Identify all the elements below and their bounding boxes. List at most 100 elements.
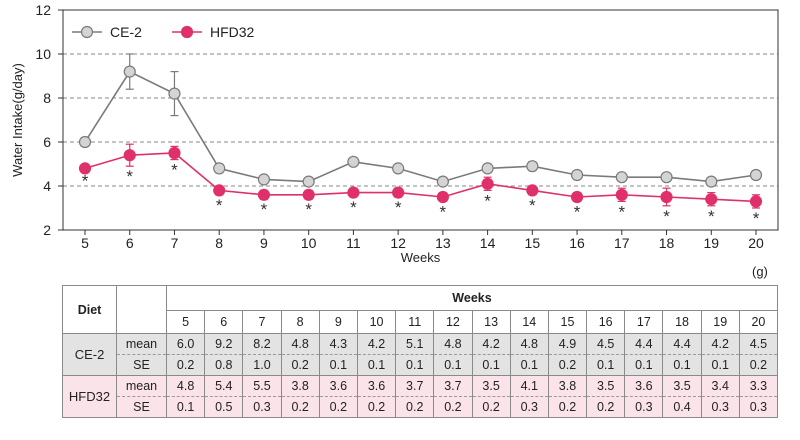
significance-marker: * bbox=[574, 202, 581, 221]
data-point bbox=[615, 171, 628, 184]
value-cell: 4.4 bbox=[624, 333, 664, 355]
x-tick-label: 10 bbox=[301, 235, 317, 251]
x-tick-label: 12 bbox=[390, 235, 406, 251]
diet-name-cell: CE-2 bbox=[62, 333, 117, 376]
data-point bbox=[392, 162, 405, 175]
value-cell: 4.2 bbox=[471, 333, 511, 355]
value-cell: 0.1 bbox=[165, 396, 206, 418]
significance-marker: * bbox=[440, 202, 447, 221]
value-cell: 0.2 bbox=[471, 396, 511, 418]
x-tick-label: 13 bbox=[435, 235, 451, 251]
data-point bbox=[436, 175, 449, 188]
value-cell: 4.8 bbox=[165, 375, 206, 397]
value-cell: 0.1 bbox=[624, 354, 664, 376]
week-header-cell: 20 bbox=[738, 310, 779, 334]
value-cell: 0.1 bbox=[471, 354, 511, 376]
value-cell: 4.8 bbox=[509, 333, 549, 355]
value-cell: 0.3 bbox=[509, 396, 549, 418]
y-tick-label: 2 bbox=[43, 222, 51, 238]
x-tick-label: 17 bbox=[614, 235, 630, 251]
x-tick-label: 14 bbox=[480, 235, 496, 251]
x-tick-label: 7 bbox=[171, 235, 179, 251]
value-cell: 9.2 bbox=[204, 333, 244, 355]
x-tick-label: 18 bbox=[659, 235, 675, 251]
value-cell: 0.2 bbox=[356, 396, 397, 418]
value-cell: 0.4 bbox=[662, 396, 702, 418]
significance-marker: * bbox=[529, 196, 536, 215]
significance-marker: * bbox=[171, 161, 178, 180]
data-point bbox=[570, 190, 584, 204]
data-point bbox=[78, 135, 92, 149]
value-cell: 4.9 bbox=[547, 333, 588, 355]
table-row: SE 0.1 0.5 0.3 0.2 0.2 0.2 0.2 0.2 0.2 0.3 0.2 0.2 0.… bbox=[63, 396, 779, 418]
data-point bbox=[168, 146, 181, 160]
value-cell: 4.1 bbox=[509, 375, 549, 397]
x-tick-label: 16 bbox=[569, 235, 585, 251]
x-tick-label: 20 bbox=[748, 235, 764, 251]
water-intake-chart: 2 4 6 8 10 12 5 6 7 8 9 10 11 12 13 14 15 16 17 18 19 20 Weeks… bbox=[10, 2, 779, 265]
significance-marker: * bbox=[753, 209, 760, 228]
data-point bbox=[705, 175, 718, 188]
data-point bbox=[526, 184, 539, 197]
value-cell: 0.1 bbox=[395, 354, 435, 376]
data-point bbox=[347, 186, 360, 199]
value-cell: 3.8 bbox=[547, 375, 588, 397]
significance-marker: * bbox=[216, 196, 223, 215]
value-cell: 0.2 bbox=[547, 396, 588, 418]
legend-label: HFD32 bbox=[210, 24, 255, 40]
x-tick-label: 8 bbox=[215, 235, 223, 251]
data-point bbox=[436, 190, 449, 204]
data-point bbox=[302, 175, 315, 188]
value-cell: 5.1 bbox=[395, 333, 435, 355]
value-cell: 6.0 bbox=[165, 333, 206, 355]
value-cell: 0.1 bbox=[509, 354, 549, 376]
data-point bbox=[481, 177, 494, 190]
data-point bbox=[123, 149, 136, 162]
x-tick-label: 15 bbox=[525, 235, 541, 251]
week-header-cell: 16 bbox=[586, 310, 626, 334]
water-intake-table: Diet Weeks 5 6 7 8 9 10 11 12 13 14 15 16 17 18 19 20 CE-2… bbox=[62, 285, 779, 418]
value-cell: 0.1 bbox=[662, 354, 702, 376]
legend-marker bbox=[80, 25, 94, 39]
data-point bbox=[257, 188, 271, 201]
value-cell: 3.4 bbox=[700, 375, 740, 397]
stat-label-cell: mean bbox=[116, 375, 167, 397]
stat-label-cell: SE bbox=[116, 396, 167, 418]
value-cell: 0.2 bbox=[280, 354, 320, 376]
significance-marker: * bbox=[126, 167, 133, 186]
table-unit-label: (g) bbox=[752, 264, 768, 279]
legend-marker bbox=[180, 25, 194, 39]
value-cell: 0.3 bbox=[738, 396, 779, 418]
x-tick-label: 11 bbox=[346, 235, 361, 251]
value-cell: 3.8 bbox=[280, 375, 320, 397]
data-point bbox=[123, 65, 136, 78]
week-header-cell: 18 bbox=[662, 310, 702, 334]
y-tick-label: 8 bbox=[43, 90, 51, 106]
value-cell: 5.5 bbox=[242, 375, 282, 397]
value-cell: 4.2 bbox=[700, 333, 740, 355]
data-point bbox=[526, 160, 539, 173]
value-cell: 0.3 bbox=[242, 396, 282, 418]
diet-header: Diet bbox=[62, 285, 117, 334]
data-point bbox=[749, 195, 763, 208]
value-cell: 4.8 bbox=[433, 333, 473, 355]
value-cell: 3.6 bbox=[624, 375, 664, 397]
value-cell: 3.5 bbox=[586, 375, 626, 397]
data-point bbox=[705, 193, 718, 206]
week-header-cell: 8 bbox=[280, 310, 320, 334]
significance-marker: * bbox=[395, 198, 402, 217]
y-tick-label: 10 bbox=[35, 46, 51, 62]
value-cell: 0.5 bbox=[204, 396, 244, 418]
week-header-cell: 6 bbox=[204, 310, 244, 334]
significance-marker: * bbox=[305, 200, 312, 219]
value-cell: 0.1 bbox=[356, 354, 397, 376]
value-cell: 0.2 bbox=[586, 396, 626, 418]
series-line-hfd32 bbox=[84, 152, 757, 203]
value-cell: 4.4 bbox=[662, 333, 702, 355]
value-cell: 0.3 bbox=[700, 396, 740, 418]
x-axis-label: Weeks bbox=[401, 250, 441, 265]
data-point bbox=[570, 168, 584, 182]
value-cell: 0.2 bbox=[547, 354, 588, 376]
value-cell: 3.5 bbox=[471, 375, 511, 397]
header-blank-cell bbox=[116, 285, 167, 334]
